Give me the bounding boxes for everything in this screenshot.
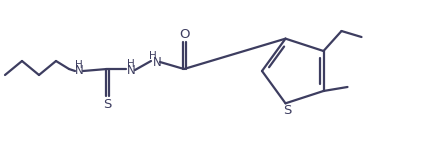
Text: N: N [127,63,135,77]
Text: H: H [149,51,157,61]
Text: O: O [179,28,189,41]
Text: H: H [75,60,83,70]
Text: S: S [103,98,111,111]
Text: H: H [127,59,135,69]
Text: S: S [283,104,292,117]
Text: N: N [75,64,84,78]
Text: N: N [153,55,161,68]
